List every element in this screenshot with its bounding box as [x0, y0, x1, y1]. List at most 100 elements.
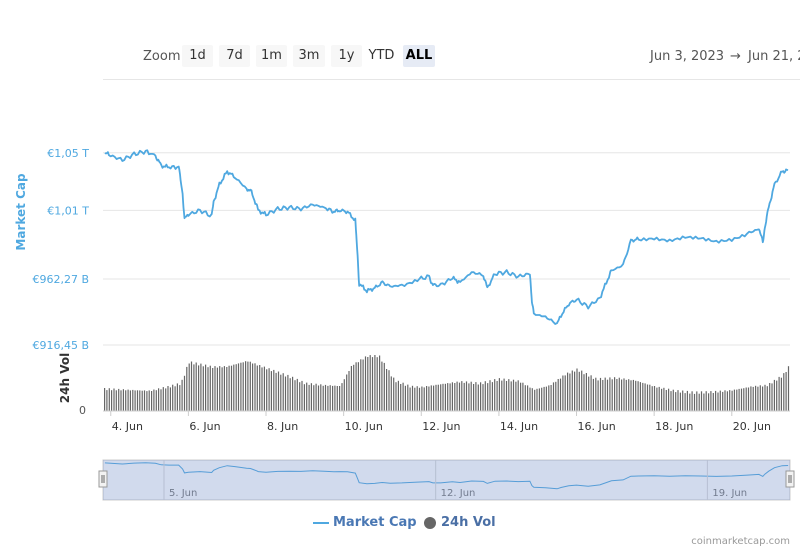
- volume-bar: [400, 384, 402, 411]
- volume-bar: [541, 387, 543, 411]
- zoom-ytd-button[interactable]: YTD: [368, 48, 395, 63]
- volume-bar: [454, 383, 456, 411]
- volume-bar: [317, 385, 320, 411]
- volume-bar: [501, 380, 503, 411]
- x-tick-label-8: 20. Jun: [733, 420, 771, 433]
- volume-bar: [282, 373, 284, 411]
- volume-bar: [303, 384, 305, 411]
- x-tick-label-4: 12. Jun: [422, 420, 460, 433]
- volume-bar: [644, 383, 646, 411]
- volume-bar: [670, 391, 672, 411]
- volume-bar: [661, 388, 663, 411]
- volume-bar: [277, 371, 280, 411]
- volume-bar: [329, 385, 331, 411]
- y-tick-label-3: €1,05 T: [47, 147, 89, 160]
- volume-bar: [207, 367, 209, 411]
- volume-bar: [691, 391, 693, 411]
- volume-bar: [708, 393, 710, 411]
- volume-bar: [447, 383, 449, 411]
- navigator[interactable]: 5. Jun 12. Jun 19. Jun: [98, 459, 795, 501]
- volume-bar: [588, 376, 590, 411]
- volume-bar: [574, 371, 576, 411]
- volume-bar: [409, 387, 411, 411]
- zoom-1m-button[interactable]: 1m: [256, 45, 287, 67]
- volume-bar: [223, 366, 225, 411]
- credit-link[interactable]: coinmarketcap.com: [691, 536, 790, 547]
- y-axis: Market Cap 24h Vol 0 €916,45 B €962,27 B €…: [14, 147, 89, 417]
- volume-bar: [418, 387, 421, 411]
- range-to-input[interactable]: Jun 21, 2: [748, 49, 800, 64]
- volume-bar: [705, 391, 707, 411]
- volume-bar: [430, 385, 432, 411]
- volume-bar: [306, 382, 308, 411]
- volume-bar: [268, 368, 270, 411]
- legend-24h-vol[interactable]: 24h Vol: [424, 515, 496, 530]
- navigator-right-handle[interactable]: [785, 470, 795, 488]
- volume-bar: [193, 364, 195, 411]
- x-axis: 4. Jun 6. Jun 8. Jun 10. Jun 12. Jun 14. Jun 1…: [103, 410, 790, 433]
- zoom-all-button[interactable]: ALL: [403, 45, 435, 67]
- volume-bar: [421, 386, 423, 411]
- volume-bar: [649, 384, 651, 411]
- volume-bar: [132, 389, 134, 411]
- volume-bar: [609, 377, 611, 411]
- legend: Market Cap 24h Vol: [0, 515, 800, 535]
- volume-bar: [155, 390, 157, 411]
- volume-bar: [237, 363, 240, 411]
- volume-bar: [245, 361, 247, 411]
- navigator-left-handle[interactable]: [98, 470, 108, 488]
- volume-bar: [752, 386, 754, 411]
- volume-bar: [296, 378, 298, 411]
- volume-bar: [395, 382, 397, 411]
- volume-bar: [332, 385, 334, 411]
- legend-market-cap[interactable]: Market Cap: [313, 515, 417, 530]
- volume-bar: [611, 379, 613, 411]
- volume-bar: [176, 383, 178, 411]
- volume-bar: [595, 377, 597, 411]
- volume-bar: [712, 393, 714, 411]
- volume-bar: [190, 361, 193, 411]
- volume-bar: [151, 391, 153, 411]
- zoom-1d-button[interactable]: 1d: [182, 45, 213, 67]
- volume-bar: [491, 382, 493, 411]
- volume-bar: [527, 385, 529, 411]
- volume-bar: [440, 384, 442, 411]
- vol-axis-tick-0: 0: [79, 404, 86, 417]
- volume-bar: [381, 361, 383, 411]
- zoom-3m-button[interactable]: 3m: [293, 45, 325, 67]
- volume-bar: [628, 379, 630, 411]
- volume-bar: [186, 366, 188, 411]
- volume-bar: [118, 388, 120, 411]
- volume-bar: [583, 374, 585, 411]
- zoom-7d-button[interactable]: 7d: [219, 45, 250, 67]
- volume-bar: [212, 368, 214, 411]
- volume-bar: [733, 389, 735, 411]
- legend-market-cap-label: Market Cap: [333, 515, 417, 530]
- zoom-1y-button[interactable]: 1y: [331, 45, 362, 67]
- volume-bar: [113, 388, 115, 411]
- volume-bar: [320, 384, 322, 411]
- volume-bar: [776, 380, 778, 411]
- volume-bar: [771, 383, 773, 411]
- volume-bar: [369, 355, 371, 411]
- volume-bar: [230, 365, 233, 411]
- volume-bar: [153, 389, 155, 411]
- x-tick-label-6: 16. Jun: [578, 420, 616, 433]
- volume-bar: [783, 373, 785, 411]
- dot-swatch-icon: [424, 516, 436, 529]
- range-from-input[interactable]: Jun 3, 2023: [650, 49, 725, 64]
- volume-bar: [376, 357, 378, 411]
- volume-bar: [635, 380, 637, 411]
- volume-bar: [172, 384, 174, 411]
- volume-bar: [465, 381, 468, 411]
- y-tick-label-1: €962,27 B: [32, 273, 89, 286]
- market-cap-series: [104, 149, 789, 325]
- volume-bar: [508, 379, 510, 411]
- volume-bar: [259, 365, 261, 411]
- volume-bar: [766, 386, 768, 411]
- range-arrow-icon: →: [730, 49, 741, 64]
- volume-bar: [564, 375, 566, 411]
- volume-bar: [379, 355, 381, 411]
- volume-bar: [348, 371, 350, 411]
- volume-bar: [769, 383, 771, 411]
